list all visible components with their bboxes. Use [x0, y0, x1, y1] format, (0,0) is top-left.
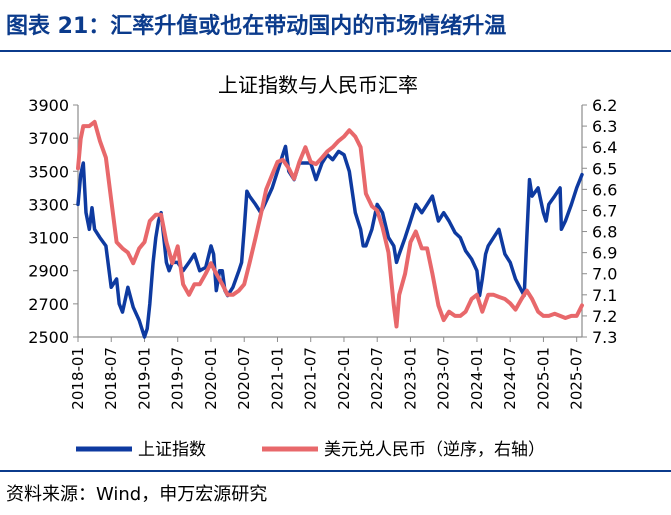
x-tick-label: 2018-07 [102, 347, 120, 410]
right-tick-label: 6.5 [592, 159, 617, 178]
x-tick-label: 2022-01 [335, 347, 353, 410]
x-tick-label: 2024-07 [501, 347, 519, 410]
x-tick-label: 2023-01 [401, 347, 419, 410]
right-tick-label: 6.6 [592, 180, 617, 199]
right-tick-label: 6.7 [592, 201, 617, 220]
right-tick-label: 7.2 [592, 307, 617, 326]
legend: 上证指数 美元兑人民币（逆序，右轴） [76, 440, 545, 460]
x-tick-label: 2022-07 [368, 347, 386, 410]
chart-title: 上证指数与人民币汇率 [218, 73, 418, 97]
x-tick-label: 2025-01 [534, 347, 552, 410]
figure-title: 图表 21：汇率升值或也在带动国内的市场情绪升温 [6, 14, 507, 39]
right-tick-label: 6.8 [592, 223, 617, 242]
left-tick-label: 3900 [28, 96, 69, 115]
x-tick-label: 2018-01 [69, 347, 87, 410]
right-tick-label: 7.0 [592, 265, 617, 284]
series-layer [76, 119, 584, 339]
right-tick-label: 7.3 [592, 328, 617, 347]
x-tick-label: 2021-07 [302, 347, 320, 410]
x-tick-label: 2021-01 [268, 347, 286, 410]
left-tick-label: 2900 [28, 262, 69, 281]
x-tick-label: 2023-07 [435, 347, 453, 410]
right-tick-label: 6.4 [592, 138, 617, 157]
x-tick-label: 2020-01 [202, 347, 220, 410]
shanghai-index-line [76, 144, 584, 339]
left-tick-label: 3100 [28, 229, 69, 248]
axes: 3900 3700 3500 3300 3100 2900 2700 2500 6.2 6.3 6.… [28, 96, 617, 410]
right-tick-label: 6.3 [592, 117, 617, 136]
left-tick-label: 3500 [28, 162, 69, 181]
title-rule [0, 50, 671, 52]
right-tick-label: 7.1 [592, 286, 617, 305]
legend-label-usdcny: 美元兑人民币（逆序，右轴） [324, 440, 545, 460]
legend-label-shanghai: 上证指数 [138, 440, 206, 460]
chart: 上证指数与人民币汇率 3900 3700 3500 3300 3100 2900 2700 2… [28, 73, 617, 460]
left-tick-label: 3700 [28, 129, 69, 148]
x-tick-label: 2019-01 [135, 347, 153, 410]
usdcny-line [76, 119, 584, 329]
footer-rule [0, 470, 671, 472]
x-tick-label: 2020-07 [235, 347, 253, 410]
right-tick-label: 6.9 [592, 244, 617, 263]
source-note: 资料来源：Wind，申万宏源研究 [6, 484, 268, 505]
left-tick-label: 3300 [28, 195, 69, 214]
x-tick-label: 2024-01 [468, 347, 486, 410]
left-tick-label: 2500 [28, 328, 69, 347]
x-tick-label: 2019-07 [169, 347, 187, 410]
x-tick-label: 2025-07 [568, 347, 586, 410]
right-tick-label: 6.2 [592, 96, 617, 115]
left-tick-label: 2700 [28, 295, 69, 314]
